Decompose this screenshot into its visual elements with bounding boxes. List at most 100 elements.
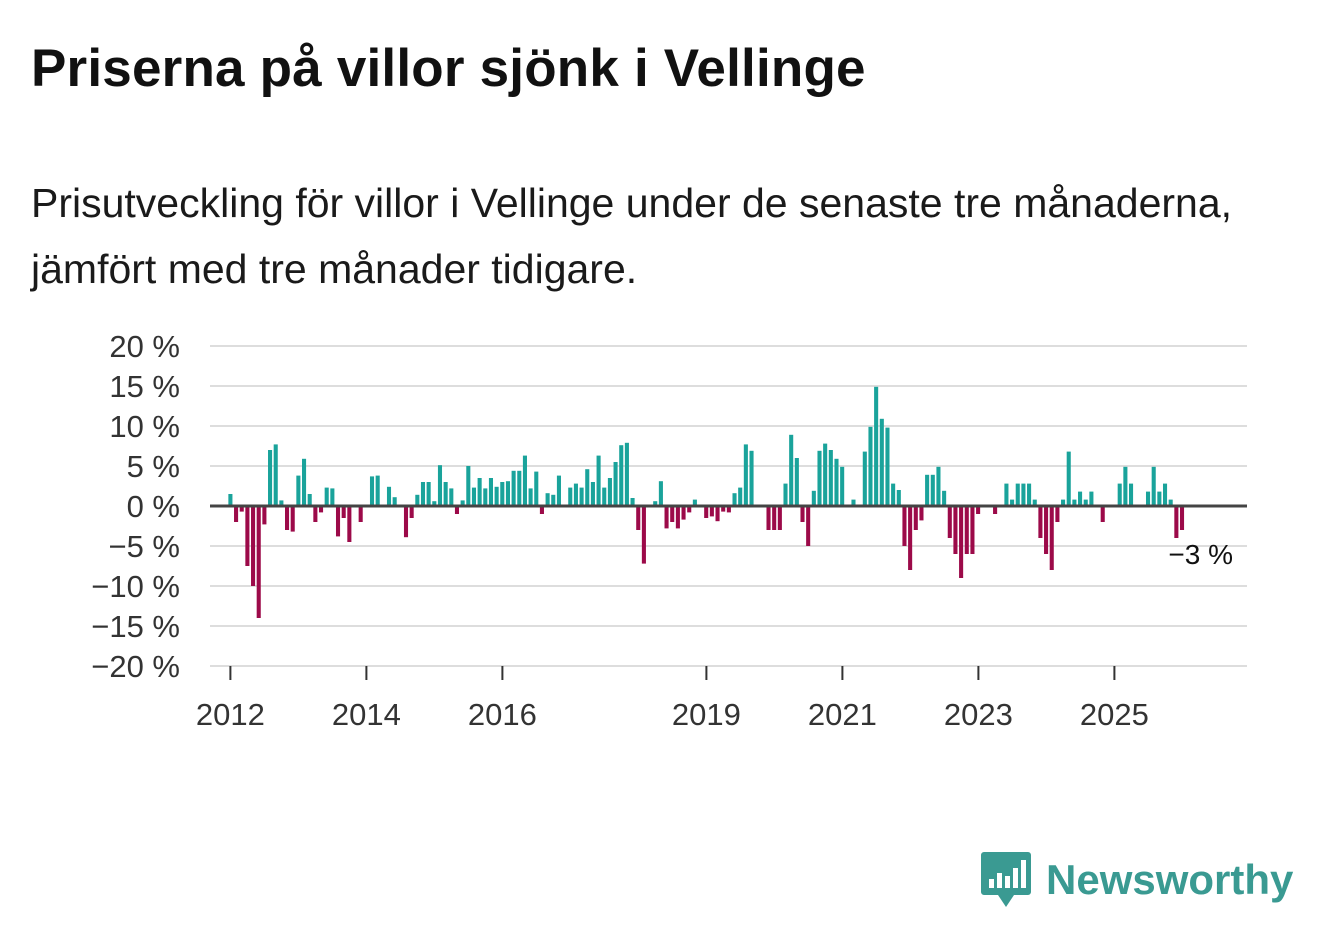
chart-title: Priserna på villor sjönk i Vellinge bbox=[31, 39, 866, 98]
bar bbox=[925, 474, 930, 506]
bar bbox=[687, 506, 692, 513]
bar bbox=[630, 498, 635, 506]
bar bbox=[1066, 451, 1071, 506]
x-axis: 2012 2014 2016 2019 2021 2023 2025 bbox=[196, 666, 1149, 732]
bar bbox=[862, 451, 867, 506]
bar bbox=[505, 481, 510, 506]
bar bbox=[930, 474, 935, 506]
y-tick-label: 5 % bbox=[127, 449, 180, 484]
bar bbox=[420, 482, 426, 506]
x-tick-label: 2023 bbox=[944, 697, 1013, 732]
bar bbox=[330, 488, 335, 506]
bar bbox=[777, 506, 782, 530]
bar bbox=[800, 506, 805, 522]
bar bbox=[1151, 466, 1156, 506]
bar bbox=[296, 475, 301, 506]
y-tick-label: −20 % bbox=[91, 649, 180, 684]
bar bbox=[964, 506, 969, 554]
bar bbox=[1015, 483, 1020, 506]
bar bbox=[313, 506, 318, 522]
bar bbox=[251, 506, 256, 586]
bar bbox=[522, 455, 527, 506]
bar bbox=[607, 478, 612, 506]
bar bbox=[919, 506, 924, 521]
bar bbox=[1168, 499, 1173, 506]
bar bbox=[993, 506, 998, 514]
bar bbox=[1044, 506, 1049, 554]
bar bbox=[290, 506, 295, 532]
bar bbox=[375, 475, 380, 506]
annotation: −3 % bbox=[1168, 539, 1233, 570]
bar bbox=[1083, 499, 1088, 506]
bar bbox=[302, 458, 307, 506]
bar bbox=[670, 506, 675, 522]
y-tick-label: 0 % bbox=[127, 489, 180, 524]
gridlines bbox=[210, 345, 1247, 667]
bar bbox=[517, 470, 522, 506]
bar bbox=[675, 506, 680, 529]
bar bbox=[772, 506, 777, 530]
y-tick-label: −5 % bbox=[108, 529, 180, 564]
bar bbox=[970, 506, 975, 554]
bar bbox=[602, 487, 607, 506]
y-tick-label: −10 % bbox=[91, 569, 180, 604]
bar bbox=[868, 426, 873, 506]
bar bbox=[268, 450, 273, 506]
bar bbox=[913, 506, 918, 530]
bar bbox=[1078, 491, 1083, 506]
bar bbox=[466, 466, 471, 506]
bar bbox=[879, 418, 884, 506]
bar bbox=[636, 506, 641, 530]
bar bbox=[454, 506, 460, 514]
x-tick-label: 2019 bbox=[672, 697, 741, 732]
bar bbox=[1061, 499, 1066, 506]
bar bbox=[1129, 483, 1134, 506]
bar bbox=[273, 444, 278, 506]
bar bbox=[551, 494, 556, 506]
bar bbox=[653, 501, 658, 506]
y-axis-labels: 20 % 15 % 10 % 5 % 0 % −5 % −10 % −15 % −20 % bbox=[91, 329, 180, 684]
bar bbox=[743, 444, 748, 506]
bar bbox=[681, 506, 686, 520]
last-value-label: −3 % bbox=[1168, 539, 1233, 570]
bar bbox=[896, 490, 901, 506]
bar bbox=[738, 487, 743, 506]
bar bbox=[358, 506, 363, 522]
x-tick-label: 2016 bbox=[468, 697, 537, 732]
bar bbox=[942, 490, 947, 506]
bar bbox=[817, 450, 822, 506]
bar bbox=[658, 481, 663, 506]
bar bbox=[545, 493, 550, 506]
bar bbox=[471, 487, 477, 506]
newsworthy-logo-icon bbox=[981, 852, 1031, 907]
bar bbox=[494, 486, 499, 506]
bar bbox=[823, 443, 828, 506]
bar bbox=[1100, 506, 1105, 522]
y-tick-label: 20 % bbox=[109, 329, 180, 364]
bar bbox=[902, 506, 907, 546]
bar bbox=[426, 482, 431, 506]
bar bbox=[245, 506, 250, 566]
bar bbox=[239, 506, 244, 512]
bar bbox=[443, 482, 448, 506]
brand-name: Newsworthy bbox=[1046, 856, 1294, 903]
bar bbox=[386, 486, 392, 506]
bar bbox=[1117, 483, 1122, 506]
bar bbox=[1038, 506, 1043, 538]
bar bbox=[1049, 506, 1054, 570]
bar bbox=[539, 506, 544, 514]
bar bbox=[715, 506, 720, 522]
bar bbox=[528, 488, 533, 506]
bar bbox=[1179, 506, 1185, 530]
bar bbox=[369, 476, 375, 506]
bar bbox=[783, 483, 788, 506]
bar bbox=[409, 506, 414, 518]
bar bbox=[732, 493, 737, 506]
bar bbox=[976, 506, 981, 514]
bar bbox=[415, 494, 420, 506]
y-tick-label: 15 % bbox=[109, 369, 180, 404]
bar bbox=[1032, 499, 1037, 506]
bar bbox=[279, 500, 284, 506]
bar bbox=[840, 466, 845, 506]
